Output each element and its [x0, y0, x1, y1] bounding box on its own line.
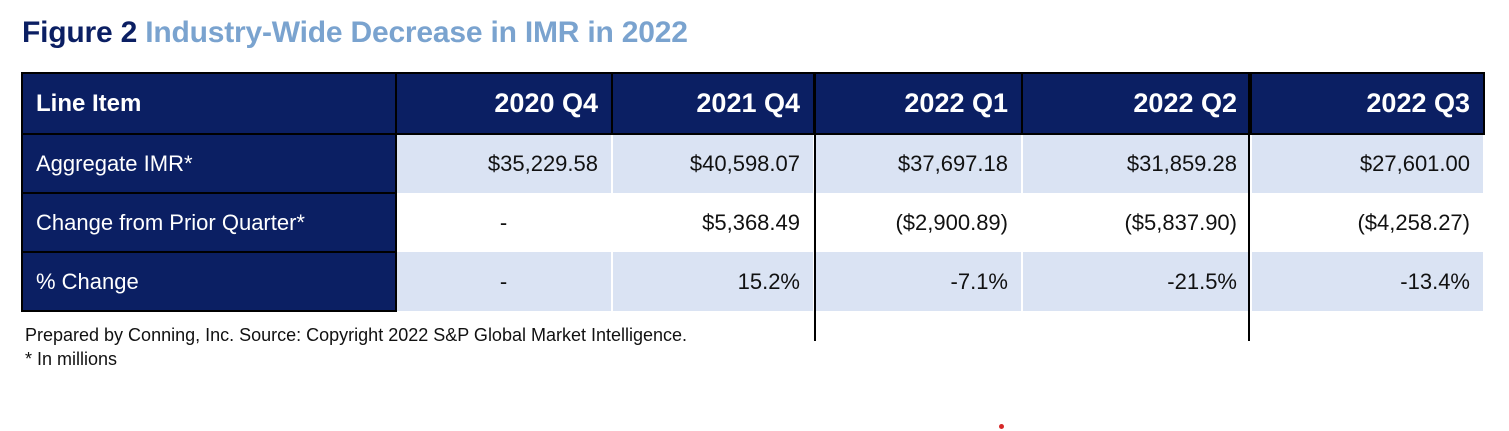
row-label: Change from Prior Quarter*	[21, 192, 397, 253]
column-header-2022-q3: 2022 Q3	[1250, 72, 1485, 135]
table-cell: -	[396, 193, 613, 252]
row-label: % Change	[21, 251, 397, 312]
table-header-row: Line Item 2020 Q4 2021 Q4 2022 Q1 2022 Q…	[21, 72, 1485, 135]
row-label: Aggregate IMR*	[21, 133, 397, 194]
table-cell: $40,598.07	[612, 134, 815, 193]
column-header-2022-q1: 2022 Q1	[813, 72, 1023, 135]
table-cell: $27,601.00	[1251, 134, 1485, 193]
figure-notes: Prepared by Conning, Inc. Source: Copyri…	[25, 323, 687, 371]
figure-heading: Industry-Wide Decrease in IMR in 2022	[145, 16, 688, 49]
red-dot	[999, 424, 1004, 429]
column-header-2022-q2: 2022 Q2	[1021, 72, 1252, 135]
divider-line	[1248, 72, 1250, 341]
column-header-2020-q4: 2020 Q4	[395, 72, 613, 135]
imr-table: Line Item 2020 Q4 2021 Q4 2022 Q1 2022 Q…	[21, 72, 1485, 312]
footnote: * In millions	[25, 349, 118, 369]
figure-title: Figure 2 Industry-Wide Decrease in IMR i…	[22, 16, 688, 50]
table-cell: $5,368.49	[612, 193, 815, 252]
table-cell: ($5,837.90)	[1022, 193, 1252, 252]
table-row-aggregate-imr: Aggregate IMR* $35,229.58 $40,598.07 $37…	[21, 133, 1485, 194]
table-cell: ($4,258.27)	[1251, 193, 1485, 252]
column-header-2021-q4: 2021 Q4	[611, 72, 815, 135]
source-note: Prepared by Conning, Inc. Source: Copyri…	[25, 325, 688, 345]
divider-line	[814, 72, 816, 341]
table-cell: $35,229.58	[396, 134, 613, 193]
table-cell: 15.2%	[612, 252, 815, 311]
figure-label: Figure 2	[22, 16, 138, 49]
table-row-percent-change: % Change - 15.2% -7.1% -21.5% -13.4%	[21, 251, 1485, 312]
table-cell: ($2,900.89)	[814, 193, 1023, 252]
table-cell: $31,859.28	[1022, 134, 1252, 193]
table-cell: -	[396, 252, 613, 311]
table-cell: -7.1%	[814, 252, 1023, 311]
table-cell: $37,697.18	[814, 134, 1023, 193]
table-cell: -21.5%	[1022, 252, 1252, 311]
table-cell: -13.4%	[1251, 252, 1485, 311]
table-row-change-from-prior-quarter: Change from Prior Quarter* - $5,368.49 (…	[21, 192, 1485, 253]
column-header-line-item: Line Item	[21, 72, 397, 135]
